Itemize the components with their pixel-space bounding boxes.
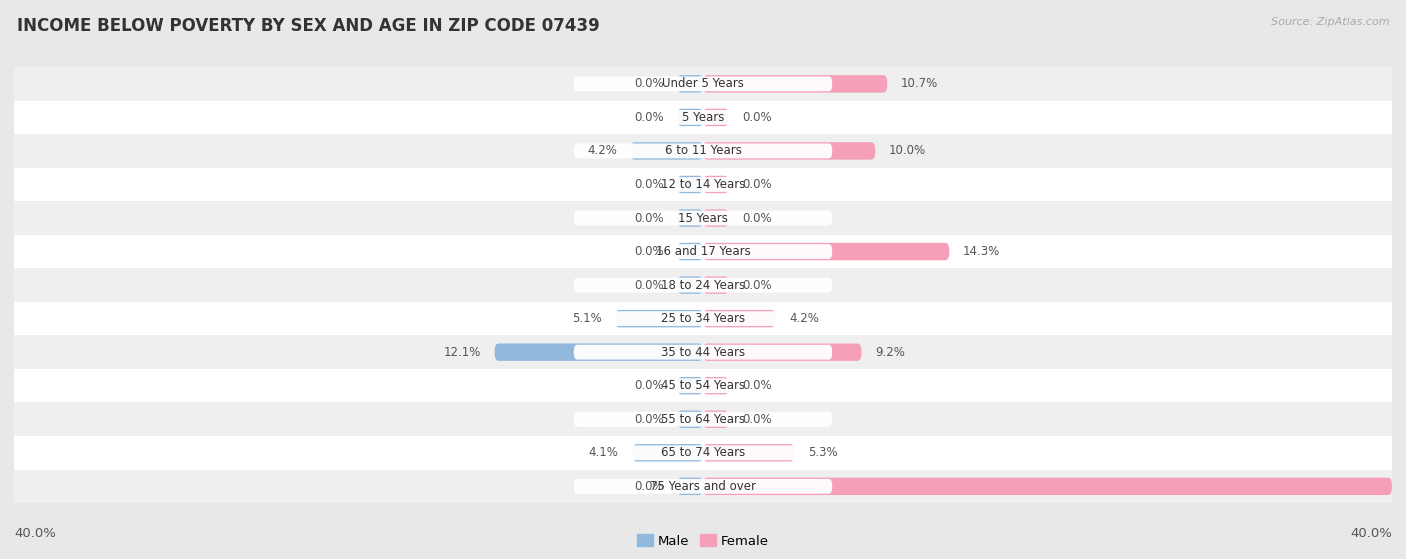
Text: 14.3%: 14.3% — [963, 245, 1000, 258]
Text: 9.2%: 9.2% — [875, 345, 905, 359]
FancyBboxPatch shape — [574, 244, 832, 259]
FancyBboxPatch shape — [703, 209, 728, 227]
Text: 5 Years: 5 Years — [682, 111, 724, 124]
Legend: Male, Female: Male, Female — [631, 529, 775, 553]
FancyBboxPatch shape — [616, 310, 703, 328]
Text: 0.0%: 0.0% — [634, 245, 664, 258]
Text: 15 Years: 15 Years — [678, 211, 728, 225]
FancyBboxPatch shape — [14, 402, 1392, 436]
FancyBboxPatch shape — [14, 101, 1392, 134]
Text: 55 to 64 Years: 55 to 64 Years — [661, 413, 745, 426]
FancyBboxPatch shape — [678, 243, 703, 260]
FancyBboxPatch shape — [678, 477, 703, 495]
Text: 0.0%: 0.0% — [742, 413, 772, 426]
Text: 0.0%: 0.0% — [742, 178, 772, 191]
FancyBboxPatch shape — [574, 412, 832, 427]
FancyBboxPatch shape — [574, 77, 832, 91]
FancyBboxPatch shape — [14, 235, 1392, 268]
Text: 5.1%: 5.1% — [572, 312, 602, 325]
Text: 0.0%: 0.0% — [634, 77, 664, 91]
FancyBboxPatch shape — [703, 75, 887, 93]
Text: 4.2%: 4.2% — [588, 144, 617, 158]
FancyBboxPatch shape — [631, 142, 703, 160]
FancyBboxPatch shape — [678, 176, 703, 193]
FancyBboxPatch shape — [678, 276, 703, 294]
FancyBboxPatch shape — [703, 142, 875, 160]
Text: 0.0%: 0.0% — [742, 379, 772, 392]
FancyBboxPatch shape — [703, 477, 1392, 495]
Text: 18 to 24 Years: 18 to 24 Years — [661, 278, 745, 292]
FancyBboxPatch shape — [574, 144, 832, 158]
Text: Under 5 Years: Under 5 Years — [662, 77, 744, 91]
FancyBboxPatch shape — [678, 377, 703, 395]
FancyBboxPatch shape — [574, 177, 832, 192]
Text: 45 to 54 Years: 45 to 54 Years — [661, 379, 745, 392]
FancyBboxPatch shape — [703, 444, 794, 462]
FancyBboxPatch shape — [574, 479, 832, 494]
FancyBboxPatch shape — [574, 211, 832, 225]
FancyBboxPatch shape — [14, 302, 1392, 335]
Text: 0.0%: 0.0% — [634, 413, 664, 426]
Text: Source: ZipAtlas.com: Source: ZipAtlas.com — [1271, 17, 1389, 27]
FancyBboxPatch shape — [14, 470, 1392, 503]
FancyBboxPatch shape — [703, 243, 949, 260]
FancyBboxPatch shape — [14, 168, 1392, 201]
Text: 6 to 11 Years: 6 to 11 Years — [665, 144, 741, 158]
FancyBboxPatch shape — [703, 276, 728, 294]
Text: 10.7%: 10.7% — [901, 77, 938, 91]
Text: 0.0%: 0.0% — [634, 379, 664, 392]
FancyBboxPatch shape — [574, 345, 832, 359]
Text: 65 to 74 Years: 65 to 74 Years — [661, 446, 745, 459]
FancyBboxPatch shape — [574, 378, 832, 393]
FancyBboxPatch shape — [574, 446, 832, 460]
Text: 0.0%: 0.0% — [634, 211, 664, 225]
FancyBboxPatch shape — [703, 176, 728, 193]
Text: 35 to 44 Years: 35 to 44 Years — [661, 345, 745, 359]
Text: 0.0%: 0.0% — [634, 278, 664, 292]
Text: 0.0%: 0.0% — [742, 111, 772, 124]
FancyBboxPatch shape — [574, 110, 832, 125]
FancyBboxPatch shape — [703, 410, 728, 428]
FancyBboxPatch shape — [678, 209, 703, 227]
Text: 0.0%: 0.0% — [742, 211, 772, 225]
Text: 40.0%: 40.0% — [1350, 527, 1392, 539]
Text: 25 to 34 Years: 25 to 34 Years — [661, 312, 745, 325]
Text: 0.0%: 0.0% — [634, 178, 664, 191]
FancyBboxPatch shape — [14, 67, 1392, 101]
Text: 12.1%: 12.1% — [443, 345, 481, 359]
Text: 40.0%: 40.0% — [14, 527, 56, 539]
FancyBboxPatch shape — [633, 444, 703, 462]
FancyBboxPatch shape — [495, 343, 703, 361]
FancyBboxPatch shape — [14, 268, 1392, 302]
Text: INCOME BELOW POVERTY BY SEX AND AGE IN ZIP CODE 07439: INCOME BELOW POVERTY BY SEX AND AGE IN Z… — [17, 17, 599, 35]
FancyBboxPatch shape — [703, 108, 728, 126]
FancyBboxPatch shape — [703, 310, 775, 328]
Text: 5.3%: 5.3% — [808, 446, 838, 459]
FancyBboxPatch shape — [678, 75, 703, 93]
FancyBboxPatch shape — [678, 108, 703, 126]
Text: 10.0%: 10.0% — [889, 144, 927, 158]
FancyBboxPatch shape — [703, 343, 862, 361]
FancyBboxPatch shape — [574, 311, 832, 326]
FancyBboxPatch shape — [14, 335, 1392, 369]
Text: 0.0%: 0.0% — [634, 111, 664, 124]
Text: 0.0%: 0.0% — [634, 480, 664, 493]
FancyBboxPatch shape — [703, 377, 728, 395]
Text: 12 to 14 Years: 12 to 14 Years — [661, 178, 745, 191]
FancyBboxPatch shape — [14, 201, 1392, 235]
Text: 4.1%: 4.1% — [589, 446, 619, 459]
FancyBboxPatch shape — [14, 134, 1392, 168]
Text: 16 and 17 Years: 16 and 17 Years — [655, 245, 751, 258]
Text: 4.2%: 4.2% — [789, 312, 818, 325]
Text: 0.0%: 0.0% — [742, 278, 772, 292]
FancyBboxPatch shape — [14, 369, 1392, 402]
FancyBboxPatch shape — [14, 436, 1392, 470]
FancyBboxPatch shape — [574, 278, 832, 292]
FancyBboxPatch shape — [678, 410, 703, 428]
Text: 75 Years and over: 75 Years and over — [650, 480, 756, 493]
